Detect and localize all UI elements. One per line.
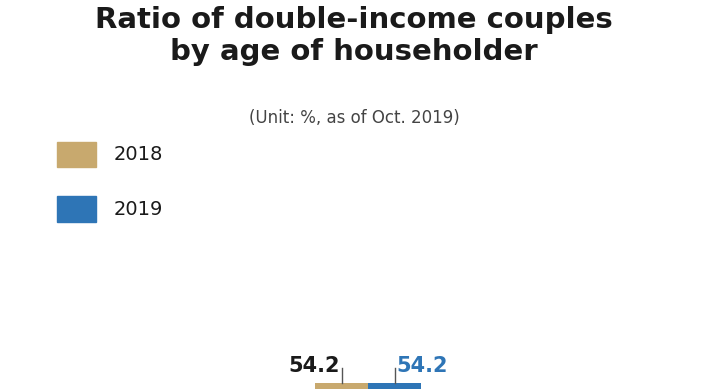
Text: (Unit: %, as of Oct. 2019): (Unit: %, as of Oct. 2019) — [249, 109, 459, 127]
Bar — [315, 383, 368, 389]
Text: 2019: 2019 — [113, 200, 163, 219]
Text: Ratio of double-income couples
by age of householder: Ratio of double-income couples by age of… — [95, 6, 613, 66]
Text: 54.2: 54.2 — [288, 356, 340, 376]
Bar — [368, 383, 421, 389]
Text: 2018: 2018 — [113, 145, 163, 164]
Text: 54.2: 54.2 — [396, 356, 448, 376]
